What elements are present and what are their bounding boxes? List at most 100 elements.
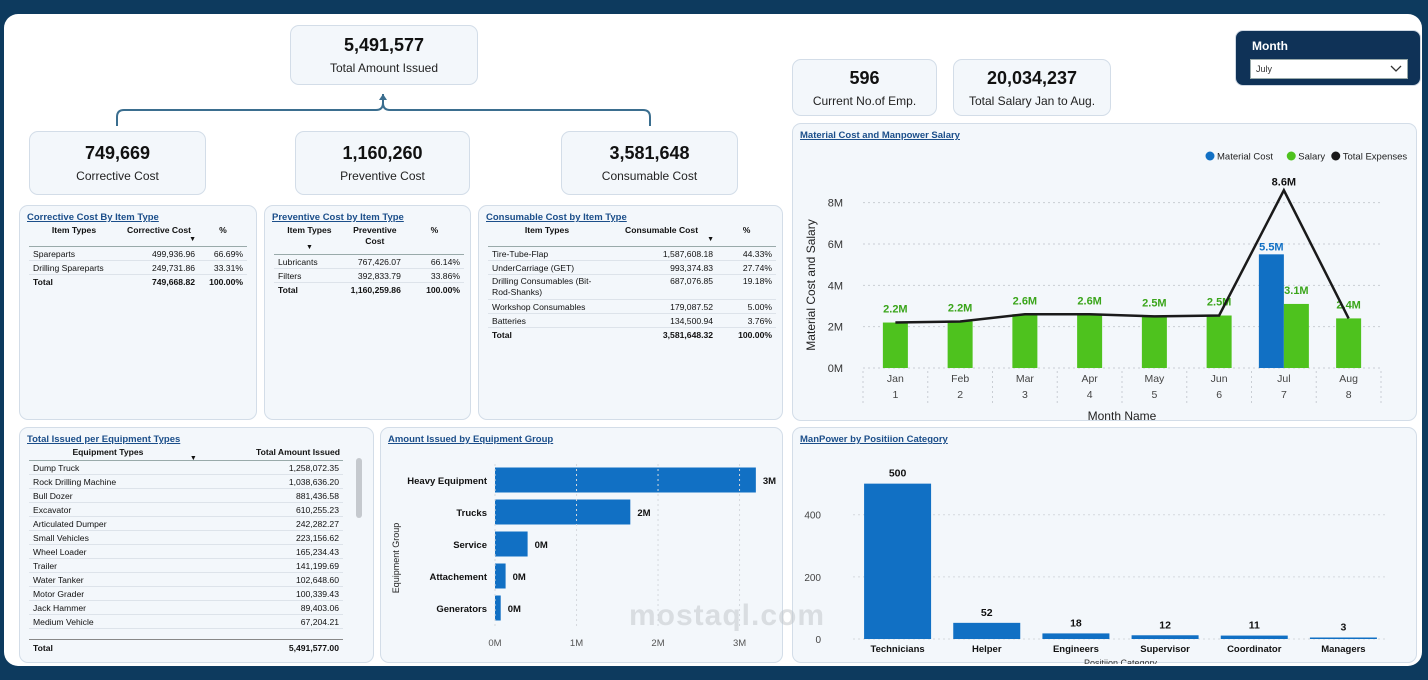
consumable-header-cost[interactable]: Consumable Cost ▼: [606, 224, 718, 247]
kpi-corrective-label: Corrective Cost: [76, 169, 159, 183]
equipment-header-type[interactable]: Equipment Types: [29, 446, 187, 461]
consumable-header-pct[interactable]: %: [717, 224, 776, 247]
manpower-chart: 0 200 400 500 Technicians 52 Helper 18 Engineers…: [804, 468, 1388, 664]
bar: [1131, 635, 1199, 639]
cell: Water Tanker: [29, 572, 187, 587]
bar-salary: [1077, 314, 1103, 368]
bar: [1220, 635, 1288, 639]
y-tick-label: 8M: [828, 198, 843, 210]
sort-desc-icon: ▼: [305, 244, 313, 251]
table-row: Spareparts 499,936.96 66.69%: [29, 246, 247, 261]
table-row: Small Vehicles 223,156.62: [29, 530, 343, 545]
cell: 100.00%: [404, 282, 464, 297]
preventive-header-item[interactable]: Item Types ▼: [274, 224, 345, 255]
kpi-total-amount-value: 5,491,577: [343, 35, 425, 55]
corrective-table-title: Corrective Cost By Item Type: [27, 212, 159, 223]
cell: Tire-Tube-Flap: [488, 246, 606, 261]
data-label: 0M: [535, 540, 548, 551]
bar: [495, 531, 528, 557]
cell: Wheel Loader: [29, 544, 187, 559]
x-tick-label: Aug: [1339, 373, 1358, 385]
x-tick-label: 1M: [570, 638, 583, 649]
cell: Drilling Consumables (Bit-Rod-Shanks): [488, 274, 606, 300]
consumable-header-item[interactable]: Item Types: [488, 224, 606, 247]
legend-marker: [1286, 151, 1296, 161]
preventive-cost-table-panel: Preventive Cost by Item Type Item Types ▼…: [264, 205, 471, 420]
cell: Articulated Dumper: [29, 516, 187, 531]
x-tick-label: Feb: [951, 373, 969, 385]
equipment-total-value: 5,491,577.00: [288, 643, 339, 653]
kpi-corrective: 749,669 Corrective Cost: [29, 131, 206, 195]
x-tick-label: May: [1144, 373, 1165, 385]
data-label: 0M: [508, 604, 521, 615]
corrective-header-item[interactable]: Item Types: [29, 224, 119, 247]
category-label: Trucks: [456, 508, 487, 519]
equipment-header-amount[interactable]: Total Amount Issued ▼: [186, 446, 343, 462]
kpi-corrective-value: 749,669: [84, 143, 151, 163]
cell: 687,076.85: [606, 274, 718, 300]
table-total-row: Total 1,160,259.86 100.00%: [274, 282, 464, 297]
cell: 179,087.52: [606, 299, 718, 314]
cell: Medium Vehicle: [29, 614, 187, 629]
month-dropdown[interactable]: July: [1250, 59, 1408, 79]
table-row: Filters 392,833.79 33.86%: [274, 268, 464, 283]
x-tick-label: 0M: [488, 638, 501, 649]
cell: Drilling Spareparts: [29, 260, 119, 275]
table-row: Articulated Dumper 242,282.27: [29, 516, 343, 531]
table-row: Excavator 610,255.23: [29, 502, 343, 517]
preventive-header-cost[interactable]: Preventive Cost: [344, 224, 405, 255]
table-row: Bull Dozer 881,436.58: [29, 488, 343, 503]
table-row: Rock Drilling Machine 1,038,636.20: [29, 474, 343, 489]
data-label: 52: [981, 607, 993, 619]
category-label: Service: [453, 540, 487, 551]
category-label: Helper: [972, 644, 1002, 655]
table-row: Water Tanker 102,648.60: [29, 572, 343, 587]
data-label-salary: 2.2M: [883, 304, 907, 316]
consumable-header-cost-label: Consumable Cost: [625, 225, 699, 235]
bar: [495, 563, 506, 589]
corrective-cost-table-panel: Corrective Cost By Item Type Item Types …: [19, 205, 257, 420]
x-tick-number: 4: [1087, 389, 1093, 401]
legend-marker: [1331, 151, 1341, 161]
category-label: Managers: [1321, 644, 1365, 655]
cell: 165,234.43: [186, 544, 343, 559]
x-tick-label: 2M: [651, 638, 664, 649]
table-row: Drilling Consumables (Bit-Rod-Shanks) 687…: [488, 274, 776, 300]
bar-salary: [1336, 318, 1362, 368]
cell: Total: [274, 282, 345, 297]
cell: 749,668.82: [118, 274, 200, 289]
cell: 242,282.27: [186, 516, 343, 531]
corrective-header-cost[interactable]: Corrective Cost ▼: [118, 224, 200, 247]
watermark: mostaql.com: [629, 599, 826, 632]
category-label: Attachement: [429, 572, 487, 583]
equipment-table-scrollbar[interactable]: [356, 458, 362, 518]
month-slicer[interactable]: Month July: [1235, 30, 1421, 86]
cell: Spareparts: [29, 246, 119, 261]
line-total-expenses: [895, 187, 1350, 324]
data-label: 2M: [637, 508, 650, 519]
bar-salary: [1012, 314, 1038, 368]
corrective-cost-table: Item Types Corrective Cost ▼ % Spareparts…: [29, 224, 247, 289]
cell: 100.00%: [717, 327, 776, 342]
equipment-table-total: Total 5,491,577.00: [29, 639, 343, 656]
cell: 5.00%: [717, 299, 776, 314]
preventive-cost-table: Item Types ▼ Preventive Cost % Lubricants…: [274, 224, 464, 297]
bar: [953, 622, 1021, 639]
table-row: Trailer 141,199.69: [29, 558, 343, 573]
bar-salary: [882, 322, 908, 368]
cell: 223,156.62: [186, 530, 343, 545]
corrective-header-pct[interactable]: %: [199, 224, 247, 247]
data-label-salary: 2.6M: [1077, 295, 1101, 307]
x-axis-label: Month Name: [1088, 409, 1157, 422]
y-tick-label: 0: [815, 635, 821, 646]
equipment-total-label: Total: [33, 643, 53, 653]
cell: 499,936.96: [118, 246, 200, 261]
consumable-cost-table: Item Types Consumable Cost ▼ % Tire-Tube-…: [488, 224, 776, 342]
equipment-group-chart-title: Amount Issued by Equipment Group: [388, 434, 554, 445]
corrective-header-cost-label: Corrective Cost: [127, 225, 191, 235]
cell: Dump Truck: [29, 460, 187, 475]
data-label: 0M: [513, 572, 526, 583]
consumable-cost-table-panel: Consumable Cost by Item Type Item Types …: [478, 205, 783, 420]
preventive-header-pct[interactable]: %: [404, 224, 464, 255]
kpi-total-amount: 5,491,577 Total Amount Issued: [290, 25, 478, 85]
